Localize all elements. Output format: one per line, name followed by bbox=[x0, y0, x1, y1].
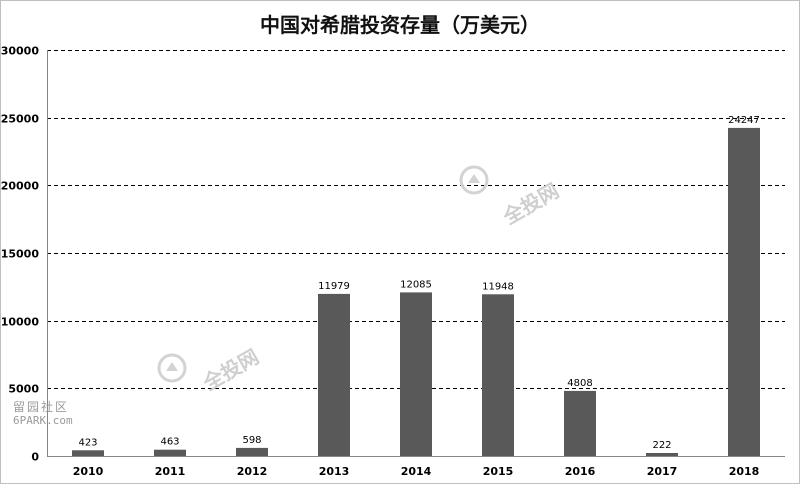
corner-watermark-line2: 6PARK.com bbox=[13, 414, 73, 427]
y-tick-label: 15000 bbox=[1, 248, 39, 261]
data-label: 222 bbox=[652, 440, 671, 451]
y-tick-label: 10000 bbox=[1, 316, 39, 329]
y-tick-label: 25000 bbox=[1, 113, 39, 126]
x-tick-label: 2014 bbox=[401, 465, 432, 478]
data-label: 11948 bbox=[482, 281, 514, 292]
data-label: 598 bbox=[242, 435, 261, 446]
data-label: 4808 bbox=[567, 378, 592, 389]
bar bbox=[564, 390, 596, 456]
bar bbox=[154, 449, 186, 456]
x-tick-label: 2011 bbox=[155, 465, 186, 478]
y-tick-label: 5000 bbox=[8, 383, 39, 396]
bar bbox=[400, 292, 432, 456]
corner-watermark: 留园社区 6PARK.com bbox=[13, 400, 73, 428]
chart-title: 中国对希腊投资存量（万美元） bbox=[260, 13, 540, 37]
data-label: 12085 bbox=[400, 279, 432, 290]
bar bbox=[236, 447, 268, 456]
corner-watermark-line1: 留园社区 bbox=[13, 400, 70, 414]
y-tick-label: 0 bbox=[31, 451, 39, 464]
bar bbox=[728, 127, 760, 457]
bar bbox=[318, 293, 350, 456]
x-tick-label: 2012 bbox=[237, 465, 268, 478]
x-tick-label: 2017 bbox=[647, 465, 678, 478]
bar bbox=[646, 453, 678, 456]
bar bbox=[72, 450, 104, 456]
y-tick-label: 20000 bbox=[1, 180, 39, 193]
x-tick-label: 2010 bbox=[73, 465, 104, 478]
x-tick-label: 2016 bbox=[565, 465, 596, 478]
x-tick-label: 2013 bbox=[319, 465, 350, 478]
bar bbox=[482, 294, 514, 456]
x-tick-label: 2018 bbox=[729, 465, 760, 478]
x-tick-label: 2015 bbox=[483, 465, 514, 478]
watermark-logo-icon bbox=[459, 165, 489, 195]
data-label: 423 bbox=[78, 437, 97, 448]
watermark-logo-icon bbox=[157, 353, 187, 383]
data-label: 24247 bbox=[728, 115, 760, 126]
data-label: 11979 bbox=[318, 281, 350, 292]
data-label: 463 bbox=[160, 437, 179, 448]
y-tick-label: 30000 bbox=[1, 45, 39, 58]
